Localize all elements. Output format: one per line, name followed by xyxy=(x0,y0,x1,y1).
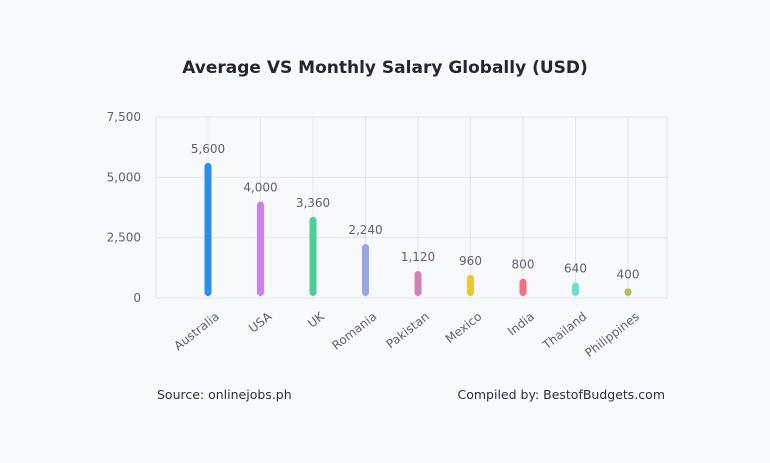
data-label: 5,600 xyxy=(191,142,225,156)
y-tick-label: 0 xyxy=(133,291,141,305)
data-label: 4,000 xyxy=(243,180,277,194)
x-tick-label: Mexico xyxy=(443,309,485,346)
bar-india xyxy=(519,278,527,296)
x-tick-label: Australia xyxy=(171,309,221,353)
compiled-by-text: Compiled by: BestofBudgets.com xyxy=(457,387,665,402)
x-tick-label: India xyxy=(505,309,537,338)
y-tick-label: 5,000 xyxy=(107,170,141,184)
x-tick-label: Thailand xyxy=(539,309,589,352)
bar-usa xyxy=(257,201,264,296)
x-tick-label: Philippines xyxy=(582,309,642,360)
bar-thailand xyxy=(572,282,579,296)
data-label: 640 xyxy=(564,262,587,276)
bar-australia xyxy=(204,162,212,296)
data-label: 800 xyxy=(512,258,535,272)
data-label: 960 xyxy=(459,254,482,268)
bar-romania xyxy=(362,243,369,296)
x-tick-label: USA xyxy=(246,309,275,336)
x-tick-label: Pakistan xyxy=(384,309,432,351)
data-label: 1,120 xyxy=(401,250,435,264)
y-tick-label: 2,500 xyxy=(107,231,141,245)
y-tick-label: 7,500 xyxy=(107,110,141,124)
data-label: 2,240 xyxy=(348,223,382,237)
bar-mexico xyxy=(467,274,474,296)
x-tick-label: UK xyxy=(305,309,328,331)
x-tick-label: Romania xyxy=(329,309,379,352)
chart-title: Average VS Monthly Salary Globally (USD) xyxy=(182,58,588,78)
source-text: Source: onlinejobs.ph xyxy=(157,387,292,402)
bar-philippines xyxy=(624,288,632,296)
data-label: 3,360 xyxy=(296,196,330,210)
bar-pakistan xyxy=(414,270,422,296)
data-label: 400 xyxy=(617,267,640,281)
bar-uk xyxy=(309,216,317,296)
